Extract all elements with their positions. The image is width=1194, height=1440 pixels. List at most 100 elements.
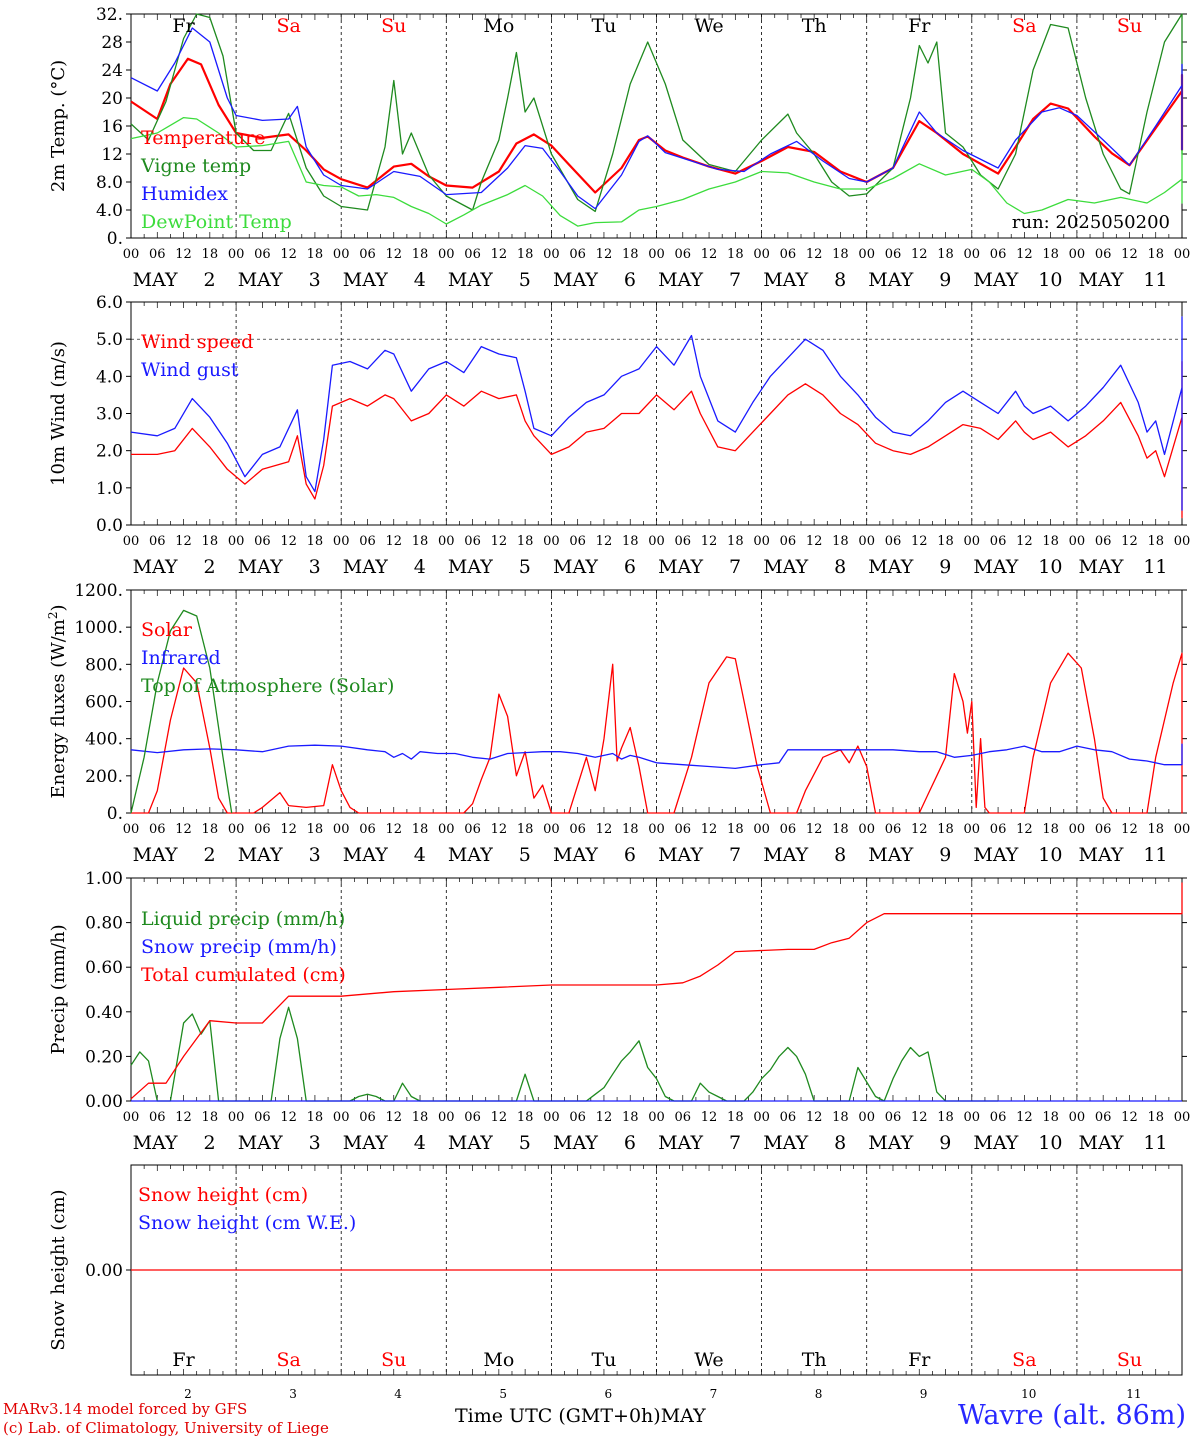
precip-hour-label: 18 — [622, 1110, 639, 1125]
wind-y-tick-label: 5.0 — [96, 330, 123, 350]
bottom-date-label: 4 — [394, 1387, 402, 1401]
precip-hour-label: 00 — [123, 1110, 140, 1125]
precip-hour-label: 00 — [648, 1110, 665, 1125]
energy-y-tick-label: 800. — [85, 655, 123, 675]
temp-month-label: MAY — [973, 269, 1018, 291]
temp-month-label: MAY — [868, 269, 913, 291]
precip-hour-label: 00 — [1174, 1110, 1191, 1125]
precip-month-label: MAY — [133, 1132, 178, 1154]
snow-y-tick-label: 0.00 — [85, 1261, 123, 1281]
wind-month-label: MAY — [1078, 556, 1123, 578]
temp-y-axis-label: 2m Temp. (°C) — [48, 60, 69, 192]
precip-date-label: 5 — [519, 1132, 531, 1154]
temp-hour-label: 00 — [228, 247, 245, 262]
wind-hour-label: 00 — [123, 534, 140, 549]
energy-hour-label: 00 — [438, 822, 455, 837]
temp-hour-label: 06 — [990, 247, 1007, 262]
energy-date-label: 3 — [309, 844, 321, 866]
energy-date-label: 7 — [729, 844, 741, 866]
bottom-weekday-label: Fr — [908, 1349, 931, 1371]
precip-hour-label: 00 — [753, 1110, 770, 1125]
temp-hour-label: 18 — [1042, 247, 1059, 262]
temp-hour-label: 00 — [964, 247, 981, 262]
energy-hour-label: 00 — [648, 822, 665, 837]
wind-date-label: 7 — [729, 556, 741, 578]
energy-hour-label: 00 — [1069, 822, 1086, 837]
energy-month-label: MAY — [238, 844, 283, 866]
wind-hour-label: 00 — [228, 534, 245, 549]
temp-y-tick-label: 4.0 — [96, 201, 123, 221]
bottom-date-label: 7 — [710, 1387, 718, 1401]
wind-series-1 — [130, 316, 1183, 511]
x-axis-title: Time UTC (GMT+0h)MAY — [455, 1405, 706, 1427]
wind-hour-label: 18 — [727, 534, 744, 549]
precip-legend-1: Snow precip (mm/h) — [141, 936, 337, 958]
temp-hour-label: 18 — [307, 247, 324, 262]
precip-month-label: MAY — [238, 1132, 283, 1154]
temp-date-label: 10 — [1038, 269, 1062, 291]
precip-date-label: 9 — [939, 1132, 951, 1154]
precip-y-tick-label: 0.60 — [85, 958, 123, 978]
energy-legend-2: Top of Atmosphere (Solar) — [141, 675, 394, 697]
energy-hour-label: 06 — [464, 822, 481, 837]
precip-hour-label: 18 — [937, 1110, 954, 1125]
energy-month-label: MAY — [553, 844, 598, 866]
energy-legend-1: Infrared — [141, 647, 221, 669]
energy-y-tick-label: 400. — [85, 730, 123, 750]
bottom-weekday-label: Sa — [1012, 1349, 1036, 1371]
wind-month-label: MAY — [133, 556, 178, 578]
precip-y-tick-label: 0.20 — [85, 1047, 123, 1067]
precip-month-label: MAY — [553, 1132, 598, 1154]
temp-y-tick-label: 20 — [101, 89, 123, 109]
temp-month-label: MAY — [238, 269, 283, 291]
temp-series-1 — [130, 13, 1183, 213]
wind-hour-label: 18 — [307, 534, 324, 549]
wind-hour-label: 12 — [911, 534, 928, 549]
weekday-label: Mo — [483, 15, 514, 37]
precip-hour-label: 18 — [412, 1110, 429, 1125]
precip-hour-label: 12 — [596, 1110, 613, 1125]
temp-month-label: MAY — [763, 269, 808, 291]
bottom-weekday-label: Su — [1117, 1349, 1142, 1371]
wind-hour-label: 00 — [964, 534, 981, 549]
precip-date-label: 2 — [204, 1132, 216, 1154]
wind-date-label: 8 — [834, 556, 846, 578]
wind-month-label: MAY — [553, 556, 598, 578]
temp-hour-label: 06 — [464, 247, 481, 262]
wind-hour-label: 00 — [543, 534, 560, 549]
temp-hour-label: 12 — [175, 247, 192, 262]
energy-hour-label: 06 — [149, 822, 166, 837]
energy-hour-label: 18 — [832, 822, 849, 837]
precip-date-label: 8 — [834, 1132, 846, 1154]
energy-hour-label: 00 — [858, 822, 875, 837]
energy-month-label: MAY — [973, 844, 1018, 866]
wind-hour-label: 06 — [569, 534, 586, 549]
snow-legend-0: Snow height (cm) — [138, 1184, 308, 1206]
wind-hour-label: 06 — [780, 534, 797, 549]
wind-hour-label: 12 — [491, 534, 508, 549]
energy-hour-label: 06 — [569, 822, 586, 837]
energy-month-label: MAY — [343, 844, 388, 866]
precip-y-tick-label: 0.40 — [85, 1003, 123, 1023]
wind-y-tick-label: 1.0 — [96, 479, 123, 499]
precip-hour-label: 12 — [385, 1110, 402, 1125]
energy-hour-label: 00 — [964, 822, 981, 837]
energy-hour-label: 18 — [727, 822, 744, 837]
wind-hour-label: 00 — [753, 534, 770, 549]
temp-hour-label: 00 — [123, 247, 140, 262]
weekday-label: Su — [381, 15, 406, 37]
energy-series-1 — [130, 743, 1183, 770]
temp-hour-label: 00 — [648, 247, 665, 262]
temp-hour-label: 06 — [780, 247, 797, 262]
temp-hour-label: 18 — [412, 247, 429, 262]
wind-month-label: MAY — [343, 556, 388, 578]
temp-month-label: MAY — [658, 269, 703, 291]
wind-date-label: 11 — [1143, 556, 1167, 578]
energy-hour-label: 00 — [123, 822, 140, 837]
precip-month-label: MAY — [763, 1132, 808, 1154]
temp-series-2 — [130, 27, 1183, 210]
precip-hour-label: 00 — [543, 1110, 560, 1125]
temp-month-label: MAY — [133, 269, 178, 291]
precip-date-label: 7 — [729, 1132, 741, 1154]
wind-hour-label: 18 — [202, 534, 219, 549]
